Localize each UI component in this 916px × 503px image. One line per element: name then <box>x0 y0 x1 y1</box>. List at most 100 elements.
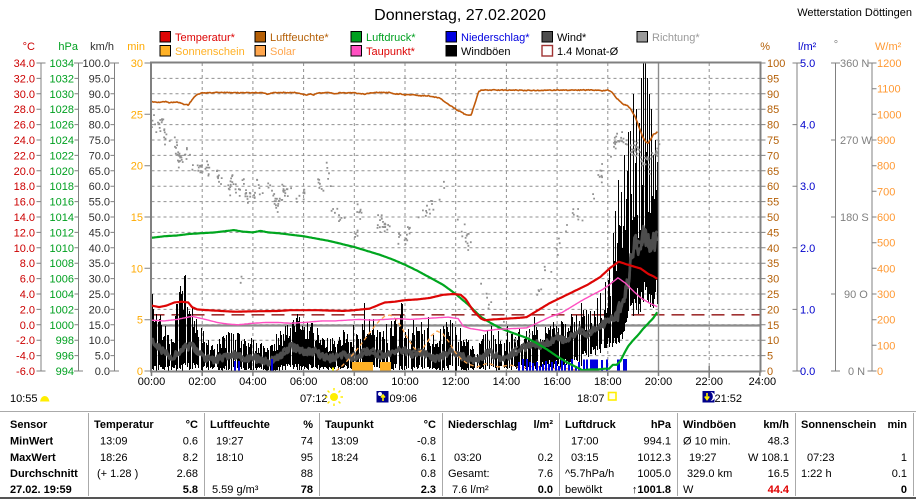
svg-text:km/h: km/h <box>90 41 114 53</box>
svg-text:Sonnenschein: Sonnenschein <box>175 46 245 58</box>
svg-text:95.0: 95.0 <box>89 73 110 85</box>
svg-text:78: 78 <box>301 484 313 496</box>
svg-text:0.6: 0.6 <box>183 436 198 448</box>
svg-text:04:00: 04:00 <box>239 376 267 388</box>
svg-text:Sonnenschein: Sonnenschein <box>801 419 876 431</box>
svg-text:0: 0 <box>877 366 883 378</box>
svg-text:360 N: 360 N <box>840 58 869 70</box>
svg-text:Gesamt:: Gesamt: <box>448 468 490 480</box>
svg-text:0.1: 0.1 <box>892 468 907 480</box>
svg-text:-2.0: -2.0 <box>16 335 35 347</box>
svg-text:18:24: 18:24 <box>331 452 359 464</box>
svg-text:2.68: 2.68 <box>177 468 198 480</box>
svg-text:50.0: 50.0 <box>89 212 110 224</box>
svg-text:min: min <box>127 41 145 53</box>
svg-text:18:00: 18:00 <box>594 376 622 388</box>
svg-text:%: % <box>760 41 770 53</box>
svg-text:07:23: 07:23 <box>807 452 835 464</box>
svg-text:1:22 h: 1:22 h <box>801 468 832 480</box>
svg-text:1002: 1002 <box>50 304 74 316</box>
svg-text:30.0: 30.0 <box>14 89 35 101</box>
svg-text:Durchschnitt: Durchschnitt <box>10 468 78 480</box>
svg-text:15: 15 <box>131 212 143 224</box>
svg-text:2.3: 2.3 <box>421 484 436 496</box>
svg-text:↑1001.8: ↑1001.8 <box>632 484 671 496</box>
svg-text:19:27: 19:27 <box>216 436 244 448</box>
svg-text:4.0: 4.0 <box>20 289 35 301</box>
svg-text:Wetterstation Döttingen: Wetterstation Döttingen <box>797 7 912 19</box>
svg-text:90: 90 <box>767 89 779 101</box>
svg-text:400: 400 <box>877 263 895 275</box>
svg-text:10: 10 <box>767 335 779 347</box>
svg-text:1000: 1000 <box>50 320 74 332</box>
svg-text:85: 85 <box>767 104 779 116</box>
svg-text:32.0: 32.0 <box>14 73 35 85</box>
svg-text:74: 74 <box>301 436 313 448</box>
svg-text:0 N: 0 N <box>848 366 865 378</box>
svg-text:2.0: 2.0 <box>800 243 815 255</box>
svg-text:7.6: 7.6 <box>538 468 553 480</box>
svg-text:Richtung*: Richtung* <box>652 32 700 44</box>
svg-text:15: 15 <box>767 320 779 332</box>
svg-text:Luftfeuchte: Luftfeuchte <box>210 419 270 431</box>
svg-text:998: 998 <box>56 335 74 347</box>
svg-text:1005.0: 1005.0 <box>637 468 671 480</box>
svg-text:Temperatur: Temperatur <box>94 419 154 431</box>
svg-text:8.2: 8.2 <box>183 452 198 464</box>
svg-text:3.0: 3.0 <box>800 181 815 193</box>
svg-text:75: 75 <box>767 135 779 147</box>
svg-text:1: 1 <box>901 452 907 464</box>
svg-text:900: 900 <box>877 135 895 147</box>
svg-text:700: 700 <box>877 186 895 198</box>
svg-text:25: 25 <box>131 109 143 121</box>
svg-text:12.0: 12.0 <box>14 227 35 239</box>
svg-text:4.0: 4.0 <box>800 120 815 132</box>
svg-text:90.0: 90.0 <box>89 89 110 101</box>
svg-text:10.0: 10.0 <box>89 335 110 347</box>
svg-text:45.0: 45.0 <box>89 227 110 239</box>
svg-text:0: 0 <box>901 484 907 496</box>
svg-text:88: 88 <box>301 468 313 480</box>
svg-text:1.0: 1.0 <box>800 304 815 316</box>
svg-text:Windböen: Windböen <box>461 46 511 58</box>
svg-text:^5.7hPa/h: ^5.7hPa/h <box>565 468 614 480</box>
svg-text:5.0: 5.0 <box>95 351 110 363</box>
svg-text:30: 30 <box>767 274 779 286</box>
svg-text:60.0: 60.0 <box>89 181 110 193</box>
svg-text:1012.3: 1012.3 <box>637 452 671 464</box>
svg-text:hPa: hPa <box>651 419 672 431</box>
svg-text:20.0: 20.0 <box>89 304 110 316</box>
svg-text:18.0: 18.0 <box>14 181 35 193</box>
svg-text:80: 80 <box>767 120 779 132</box>
svg-text:1010: 1010 <box>50 243 74 255</box>
svg-text:10:55: 10:55 <box>10 393 38 405</box>
svg-text:07:12: 07:12 <box>300 393 328 405</box>
svg-text:1028: 1028 <box>50 104 74 116</box>
svg-text:994: 994 <box>56 366 74 378</box>
svg-text:5.59 g/m³: 5.59 g/m³ <box>212 484 259 496</box>
svg-text:270 W: 270 W <box>840 135 872 147</box>
svg-text:24.0: 24.0 <box>14 135 35 147</box>
svg-text:6.0: 6.0 <box>20 274 35 286</box>
svg-text:34.0: 34.0 <box>14 58 35 70</box>
svg-text:1012: 1012 <box>50 227 74 239</box>
svg-text:28.0: 28.0 <box>14 104 35 116</box>
svg-text:Luftdruck: Luftdruck <box>565 419 617 431</box>
svg-text:1008: 1008 <box>50 258 74 270</box>
svg-text:20.0: 20.0 <box>14 166 35 178</box>
svg-text:25: 25 <box>767 289 779 301</box>
svg-text:21:52: 21:52 <box>715 393 743 405</box>
svg-text:95: 95 <box>767 73 779 85</box>
svg-text:17:00: 17:00 <box>571 436 599 448</box>
svg-text:°C: °C <box>23 41 35 53</box>
svg-text:Niederschlag: Niederschlag <box>448 419 517 431</box>
svg-text:18:26: 18:26 <box>100 452 128 464</box>
svg-text:35.0: 35.0 <box>89 258 110 270</box>
svg-text:70.0: 70.0 <box>89 150 110 162</box>
svg-text:Temperatur*: Temperatur* <box>175 32 236 44</box>
svg-text:hPa: hPa <box>58 41 78 53</box>
svg-text:13:09: 13:09 <box>100 436 128 448</box>
svg-text:16.0: 16.0 <box>14 197 35 209</box>
svg-text:16:00: 16:00 <box>543 376 571 388</box>
svg-text:75.0: 75.0 <box>89 135 110 147</box>
